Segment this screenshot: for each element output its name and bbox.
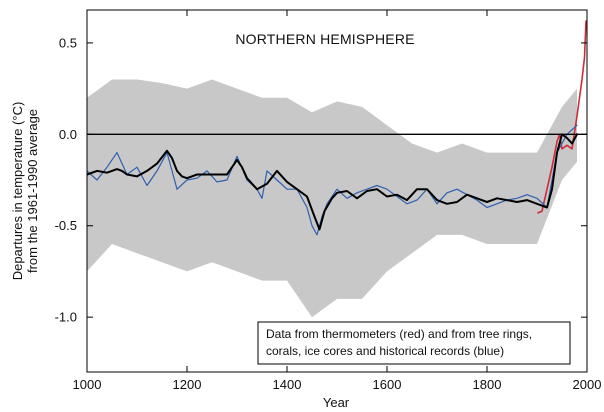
x-tick-label: 1000: [73, 377, 102, 392]
y-axis-title: Departures in temperature (°C) from the …: [10, 102, 40, 281]
plot-frame: [86, 9, 588, 373]
x-tick-label: 2000: [573, 377, 602, 392]
series-layer: [87, 20, 587, 236]
y-tick-label: 0.0: [59, 127, 77, 142]
y-tick-label: -1.0: [55, 310, 77, 325]
data-note-line-1: Data from thermometers (red) and from tr…: [266, 327, 532, 341]
x-tick-label: 1400: [273, 377, 302, 392]
data-note-frame: [257, 321, 571, 365]
x-tick-label: 1200: [173, 377, 202, 392]
chart-title: NORTHERN HEMISPHERE: [235, 31, 414, 47]
y-tick-label: -0.5: [55, 218, 77, 233]
x-tick-label: 1600: [373, 377, 402, 392]
y-tick-label: 0.5: [59, 35, 77, 50]
data-note-line-2: corals, ice cores and historical records…: [266, 344, 504, 358]
y-axis-title-line-1: Departures in temperature (°C): [10, 102, 25, 281]
series-line-thermometer: [537, 20, 587, 214]
y-axis-title-line-2: from the 1961-1990 average: [25, 109, 40, 273]
axis-ticks: 1000 1200 1400 1600 1800 2000 0.5 0.0 -0.5 -1.0: [55, 10, 602, 392]
x-tick-label: 1800: [473, 377, 502, 392]
series-line-smoothed: [87, 133, 578, 231]
x-axis-title: Year: [323, 395, 350, 410]
data-note-box: Data from thermometers (red) and from tr…: [257, 321, 571, 365]
